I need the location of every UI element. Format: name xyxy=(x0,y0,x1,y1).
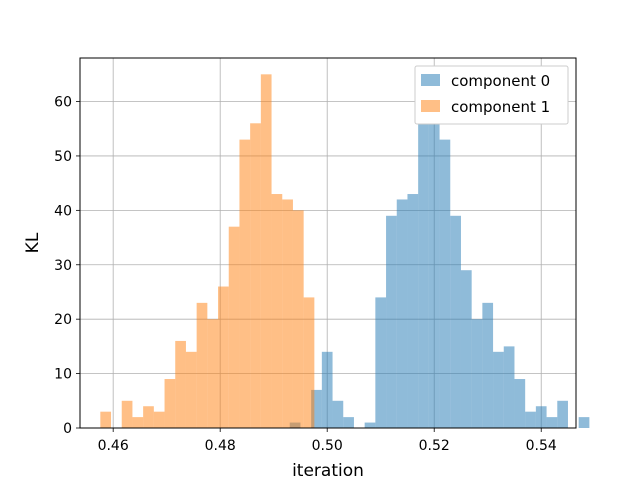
histogram-bar-component-0 xyxy=(407,194,419,428)
histogram-bar-component-1 xyxy=(218,286,229,428)
histogram-bar-component-1 xyxy=(143,406,154,428)
histogram-bar-component-0 xyxy=(535,406,547,428)
legend-swatch-component-0 xyxy=(421,74,440,86)
histogram-bar-component-1 xyxy=(132,417,144,428)
histogram-bar-component-0 xyxy=(450,215,461,428)
histogram-bar-component-0 xyxy=(418,74,429,428)
histogram-bar-component-0 xyxy=(482,302,494,428)
histogram-bar-component-0 xyxy=(546,417,558,428)
histogram-bar-component-1 xyxy=(303,297,315,428)
histogram-bar-component-0 xyxy=(386,215,397,428)
y-tick-label: 30 xyxy=(54,258,72,274)
x-tick-label: 0.50 xyxy=(312,438,343,454)
histogram-bar-component-0 xyxy=(514,379,526,428)
x-tick-label: 0.48 xyxy=(205,438,236,454)
histogram-bar-component-1 xyxy=(228,226,240,428)
histogram-bar-component-0 xyxy=(332,400,344,428)
y-tick-label: 10 xyxy=(54,367,72,383)
histogram-bar-component-1 xyxy=(271,194,283,428)
legend-box xyxy=(414,65,569,125)
y-tick-label: 60 xyxy=(54,95,72,111)
legend-swatch-component-1 xyxy=(421,100,440,112)
histogram-bar-component-0 xyxy=(321,351,333,428)
histogram-bar-component-0 xyxy=(396,199,408,428)
y-tick-label: 20 xyxy=(54,312,72,328)
x-tick-label: 0.54 xyxy=(526,438,557,454)
plot-frame xyxy=(79,57,577,429)
histogram-bar-component-1 xyxy=(260,74,272,428)
histogram-bar-component-0 xyxy=(364,422,376,428)
histogram-bar-component-0 xyxy=(471,319,483,428)
histogram-bar-component-0 xyxy=(439,139,451,428)
y-tick-label: 0 xyxy=(63,421,72,437)
grid-lines xyxy=(80,58,576,429)
legend-label-component-1: component 1 xyxy=(451,98,550,116)
histogram-bar-component-1 xyxy=(207,319,219,428)
histogram-bar-component-1 xyxy=(282,199,293,428)
legend-label-component-0: component 0 xyxy=(451,72,550,90)
legend: component 0 component 1 xyxy=(414,65,569,125)
histogram-bar-component-0 xyxy=(578,417,590,428)
histogram-bar-component-0 xyxy=(493,351,504,428)
y-tick-label: 40 xyxy=(54,203,72,219)
x-tick-label: 0.52 xyxy=(419,438,450,454)
histogram-bar-component-1 xyxy=(175,340,186,428)
histogram-bar-component-1 xyxy=(196,302,208,428)
histogram-bar-component-1 xyxy=(121,400,133,428)
histogram-bar-component-1 xyxy=(292,210,304,428)
histogram-bars xyxy=(100,74,590,428)
histogram-bar-component-0 xyxy=(428,123,440,428)
histogram-bar-component-0 xyxy=(343,417,354,428)
x-tick-label: 0.46 xyxy=(98,438,129,454)
histogram-bar-component-1 xyxy=(185,351,197,428)
histogram-bar-component-1 xyxy=(164,379,176,428)
histogram-bar-component-0 xyxy=(557,400,568,428)
histogram-bar-component-0 xyxy=(525,411,536,428)
histogram-bar-component-0 xyxy=(311,389,322,428)
histogram-bar-component-1 xyxy=(239,139,251,428)
histogram-bar-component-0 xyxy=(503,346,515,428)
y-tick-label: 50 xyxy=(54,149,72,165)
histogram-bar-component-0 xyxy=(375,297,387,428)
histogram-bar-component-1 xyxy=(153,411,165,428)
y-axis-label: KL xyxy=(23,232,43,253)
histogram-bar-component-0 xyxy=(460,270,472,428)
histogram-bar-component-1 xyxy=(250,123,261,428)
histogram-bar-component-1 xyxy=(100,411,112,428)
x-axis-label: iteration xyxy=(292,461,364,480)
axis-ticks: 0.46 0.48 0.50 0.52 0.54 0 10 20 30 40 50 60 xyxy=(54,95,557,454)
